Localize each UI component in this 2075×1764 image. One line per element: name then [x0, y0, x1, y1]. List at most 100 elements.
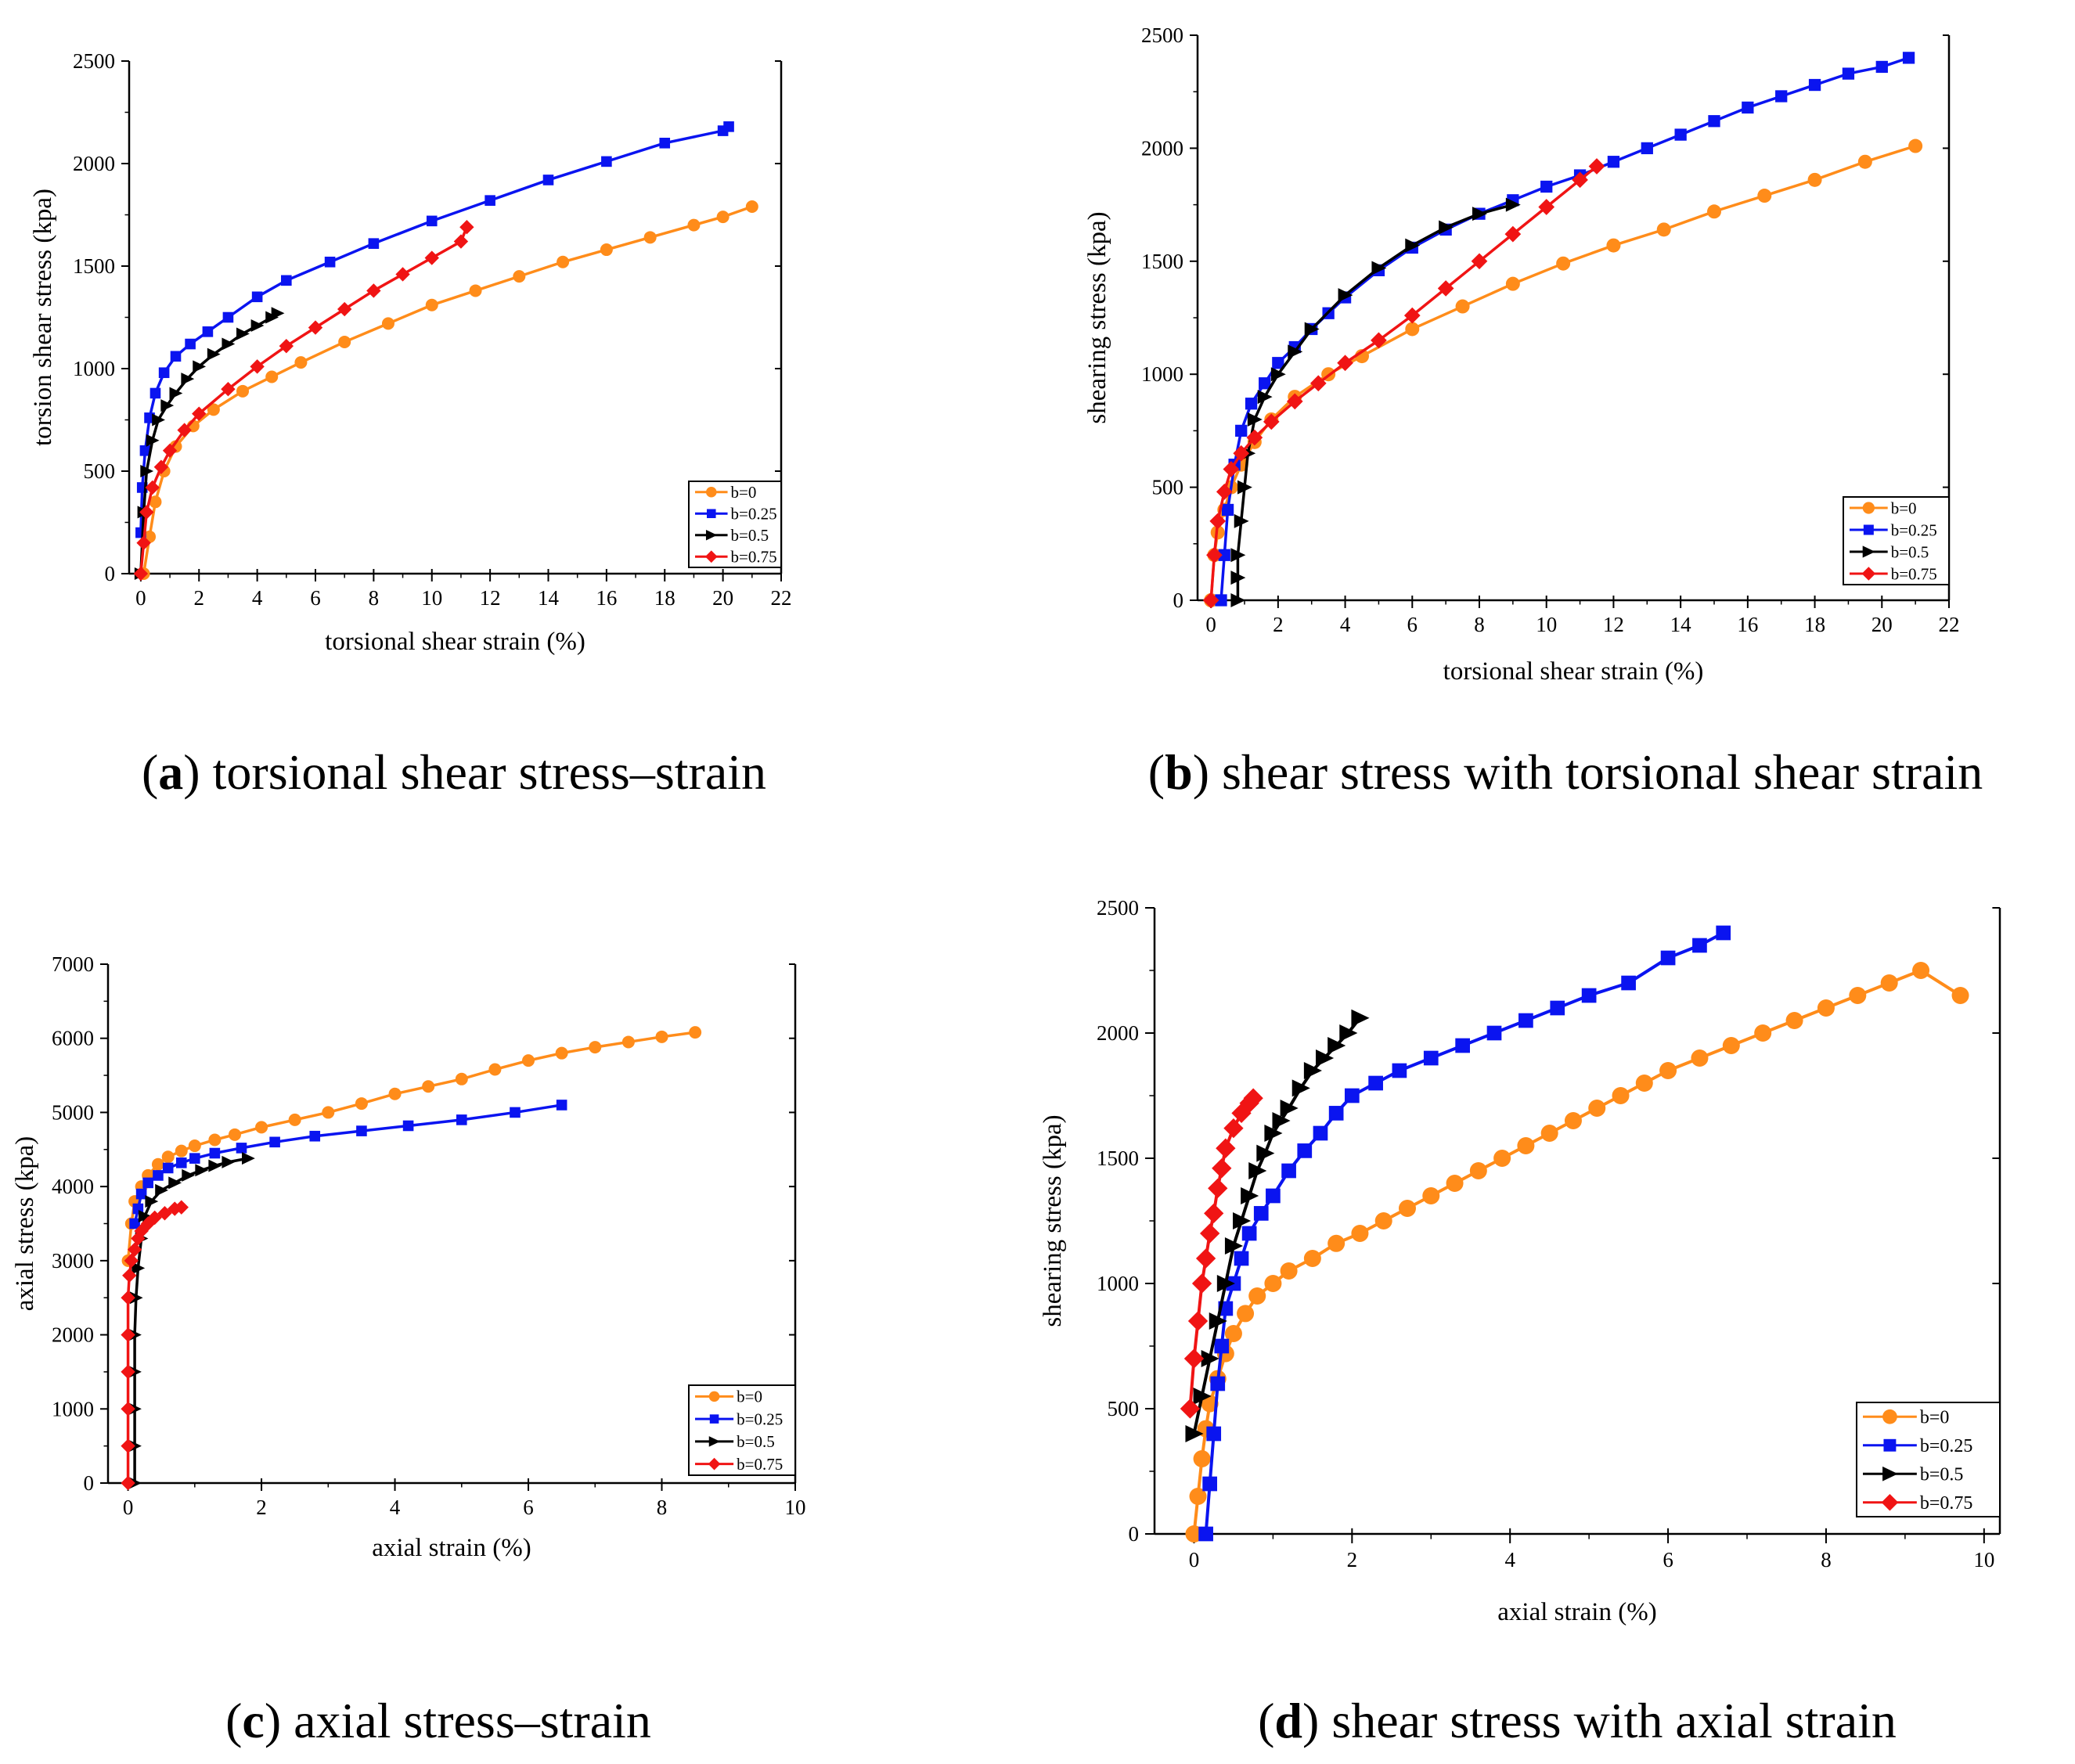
data-point: [1183, 1348, 1205, 1369]
data-point: [1486, 1025, 1502, 1041]
data-point: [208, 1133, 222, 1147]
legend-label: b=0: [1891, 499, 1917, 517]
data-point: [1505, 276, 1520, 291]
x-tick-label: 18: [1804, 613, 1825, 636]
data-point: [687, 218, 701, 232]
y-tick-label: 1500: [1141, 250, 1183, 273]
series-line: [133, 1103, 562, 1224]
data-point: [255, 1121, 268, 1134]
y-tick-label: 0: [105, 562, 116, 585]
data-point: [185, 338, 196, 350]
data-point: [1757, 189, 1772, 203]
y-tick-label: 2500: [1141, 23, 1183, 47]
data-point: [1540, 1125, 1558, 1142]
data-point: [145, 480, 160, 495]
data-point: [1588, 1100, 1606, 1117]
data-point: [175, 1157, 187, 1168]
data-point: [1193, 1388, 1212, 1405]
data-point: [308, 320, 323, 335]
data-point: [1209, 513, 1227, 530]
data-point: [1556, 256, 1571, 271]
data-point: [1621, 975, 1636, 991]
caption-letter: d: [1274, 1693, 1302, 1748]
y-tick-label: 0: [84, 1471, 95, 1495]
x-axis-label: torsional shear strain (%): [1443, 657, 1704, 686]
data-point: [542, 175, 554, 185]
data-point: [1303, 1250, 1321, 1267]
data-point: [153, 1170, 164, 1181]
data-point: [1233, 1212, 1252, 1229]
data-point: [236, 1143, 247, 1154]
data-point: [1550, 1000, 1565, 1016]
x-tick-label: 0: [123, 1496, 134, 1519]
data-point: [250, 319, 265, 332]
data-point: [1212, 1158, 1232, 1179]
x-tick-label: 22: [1939, 613, 1960, 636]
data-point: [1405, 322, 1420, 337]
x-tick-label: 10: [785, 1496, 806, 1519]
data-point: [1231, 1103, 1252, 1124]
data-point: [1216, 1275, 1235, 1292]
data-point: [122, 1268, 137, 1283]
data-point: [158, 367, 170, 379]
legend-label: b=0.75: [737, 1455, 783, 1474]
data-point: [1235, 424, 1248, 437]
y-tick-label: 2000: [52, 1323, 94, 1347]
data-point: [557, 255, 570, 268]
y-tick-label: 2000: [1097, 1021, 1139, 1045]
data-point: [555, 1046, 568, 1060]
series-b-0: [1204, 139, 1923, 607]
x-tick-label: 0: [1189, 1548, 1200, 1571]
y-tick-label: 500: [1108, 1397, 1140, 1420]
data-point: [121, 1402, 135, 1417]
data-point: [488, 1063, 502, 1076]
series-b-0-5: [1185, 1009, 1370, 1442]
y-tick-label: 0: [1173, 589, 1184, 612]
x-tick-label: 14: [1670, 613, 1692, 636]
data-point: [1218, 549, 1230, 561]
data-point: [1708, 115, 1720, 128]
y-tick-label: 3000: [52, 1249, 94, 1273]
data-point: [1223, 1118, 1244, 1139]
data-point: [1280, 1100, 1299, 1117]
series-b-0-75: [121, 1200, 189, 1491]
data-point: [1572, 171, 1588, 189]
data-point: [1339, 1024, 1358, 1042]
data-point: [485, 195, 495, 206]
data-point: [1195, 1248, 1216, 1269]
legend-label: b=0.25: [1920, 1436, 1973, 1456]
series-b-0-75: [133, 220, 474, 581]
x-tick-label: 8: [1474, 613, 1485, 636]
data-point: [136, 535, 151, 550]
data-point: [138, 1210, 152, 1223]
data-point: [1263, 413, 1280, 430]
series-b-0-5: [1230, 197, 1521, 607]
data-point: [1505, 197, 1521, 212]
data-point: [1437, 280, 1454, 297]
data-point: [1422, 1187, 1440, 1204]
data-point: [513, 270, 526, 283]
y-tick-label: 5000: [52, 1100, 94, 1124]
data-point: [1518, 1013, 1533, 1028]
legend-label: b=0.5: [731, 526, 769, 545]
data-point: [689, 1026, 702, 1039]
data-point: [469, 284, 482, 297]
data-point: [1233, 445, 1250, 462]
legend-marker: [1881, 1493, 1899, 1511]
data-point: [1817, 999, 1835, 1017]
data-point: [1351, 1225, 1369, 1242]
data-point: [135, 1188, 147, 1200]
data-point: [1185, 1425, 1204, 1442]
data-point: [1223, 461, 1240, 477]
data-point: [1248, 1162, 1267, 1179]
data-point: [1742, 101, 1754, 114]
chart-d: 0 2 4 6 8 10 0 500 1000 1500 2000 2500 axial strain …: [1039, 896, 2001, 1748]
series-line: [139, 125, 730, 533]
data-point: [1337, 355, 1353, 372]
data-point: [153, 459, 169, 474]
data-point: [322, 1106, 335, 1119]
y-tick-label: 1000: [1141, 362, 1183, 386]
data-point: [1722, 1037, 1740, 1054]
data-point: [1902, 52, 1915, 64]
data-point: [556, 1100, 567, 1111]
